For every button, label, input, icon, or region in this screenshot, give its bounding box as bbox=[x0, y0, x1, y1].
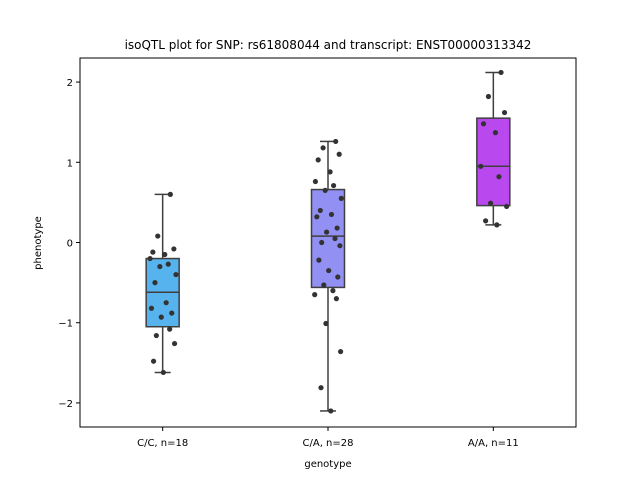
data-point bbox=[322, 187, 328, 193]
data-point bbox=[494, 222, 500, 228]
box-group-3 bbox=[476, 69, 511, 228]
data-point bbox=[328, 211, 335, 218]
y-tick-label: 1 bbox=[67, 158, 73, 169]
data-point bbox=[312, 178, 318, 185]
data-point bbox=[316, 257, 322, 263]
data-point bbox=[330, 288, 336, 294]
y-tick-label: −1 bbox=[58, 319, 73, 330]
data-point bbox=[334, 225, 340, 231]
data-point bbox=[312, 292, 318, 298]
data-point bbox=[167, 191, 173, 197]
data-point bbox=[165, 261, 171, 267]
box-group-2 bbox=[310, 138, 346, 414]
data-point bbox=[153, 332, 159, 339]
point-group-2 bbox=[312, 138, 344, 414]
data-point bbox=[160, 369, 166, 376]
data-point bbox=[157, 263, 163, 270]
data-point bbox=[163, 300, 169, 306]
x-tick-label: A/A, n=11 bbox=[468, 438, 519, 449]
chart-title: isoQTL plot for SNP: rs61808044 and tran… bbox=[125, 38, 532, 52]
data-point bbox=[318, 385, 324, 391]
data-point bbox=[496, 174, 502, 180]
x-tick-label: C/A, n=28 bbox=[303, 438, 354, 449]
plot-layer bbox=[145, 69, 511, 414]
data-point bbox=[501, 109, 508, 116]
y-tick-label: 0 bbox=[67, 239, 73, 250]
data-point bbox=[338, 348, 344, 355]
data-point bbox=[314, 214, 320, 220]
data-point bbox=[332, 235, 338, 242]
data-point bbox=[336, 151, 342, 157]
y-tick-label: 2 bbox=[67, 78, 73, 89]
data-point bbox=[324, 229, 330, 235]
data-point bbox=[333, 296, 339, 302]
data-point bbox=[171, 246, 177, 252]
data-point bbox=[480, 121, 487, 127]
data-point bbox=[169, 310, 175, 316]
data-point bbox=[173, 271, 179, 278]
data-point bbox=[487, 200, 494, 206]
data-point bbox=[167, 326, 173, 332]
data-point bbox=[478, 163, 484, 169]
data-point bbox=[147, 255, 153, 262]
data-point bbox=[492, 130, 499, 136]
data-point bbox=[320, 145, 326, 151]
data-point bbox=[162, 251, 168, 258]
data-point bbox=[148, 305, 155, 311]
y-axis-label: phenotype bbox=[33, 216, 44, 270]
data-point bbox=[335, 274, 341, 280]
data-point bbox=[333, 138, 339, 145]
data-point bbox=[485, 93, 492, 100]
data-point bbox=[337, 243, 343, 249]
data-point bbox=[155, 233, 161, 239]
data-point bbox=[319, 239, 325, 246]
data-point bbox=[328, 408, 334, 414]
data-point bbox=[317, 207, 323, 214]
data-point bbox=[150, 358, 157, 364]
data-point bbox=[315, 157, 321, 163]
data-point bbox=[327, 169, 333, 175]
axes-layer: C/C, n=18 C/A, n=28 A/A, n=11 −2 −1 0 1 2 bbox=[58, 78, 519, 449]
y-tick-label: −2 bbox=[58, 399, 73, 410]
x-tick-label: C/C, n=18 bbox=[137, 438, 188, 449]
data-point bbox=[498, 69, 504, 76]
data-point bbox=[338, 195, 344, 201]
data-point bbox=[504, 203, 510, 210]
data-point bbox=[323, 320, 329, 327]
data-point bbox=[152, 280, 158, 286]
data-point bbox=[171, 340, 178, 347]
point-group-3 bbox=[478, 69, 510, 228]
point-group-1 bbox=[147, 191, 179, 376]
x-axis-label: genotype bbox=[304, 459, 351, 470]
data-point bbox=[331, 182, 337, 189]
data-point bbox=[150, 249, 156, 255]
data-point bbox=[483, 218, 489, 224]
data-point bbox=[321, 282, 327, 288]
data-point bbox=[158, 314, 164, 320]
data-point bbox=[326, 267, 332, 274]
box-group-1 bbox=[145, 191, 180, 376]
